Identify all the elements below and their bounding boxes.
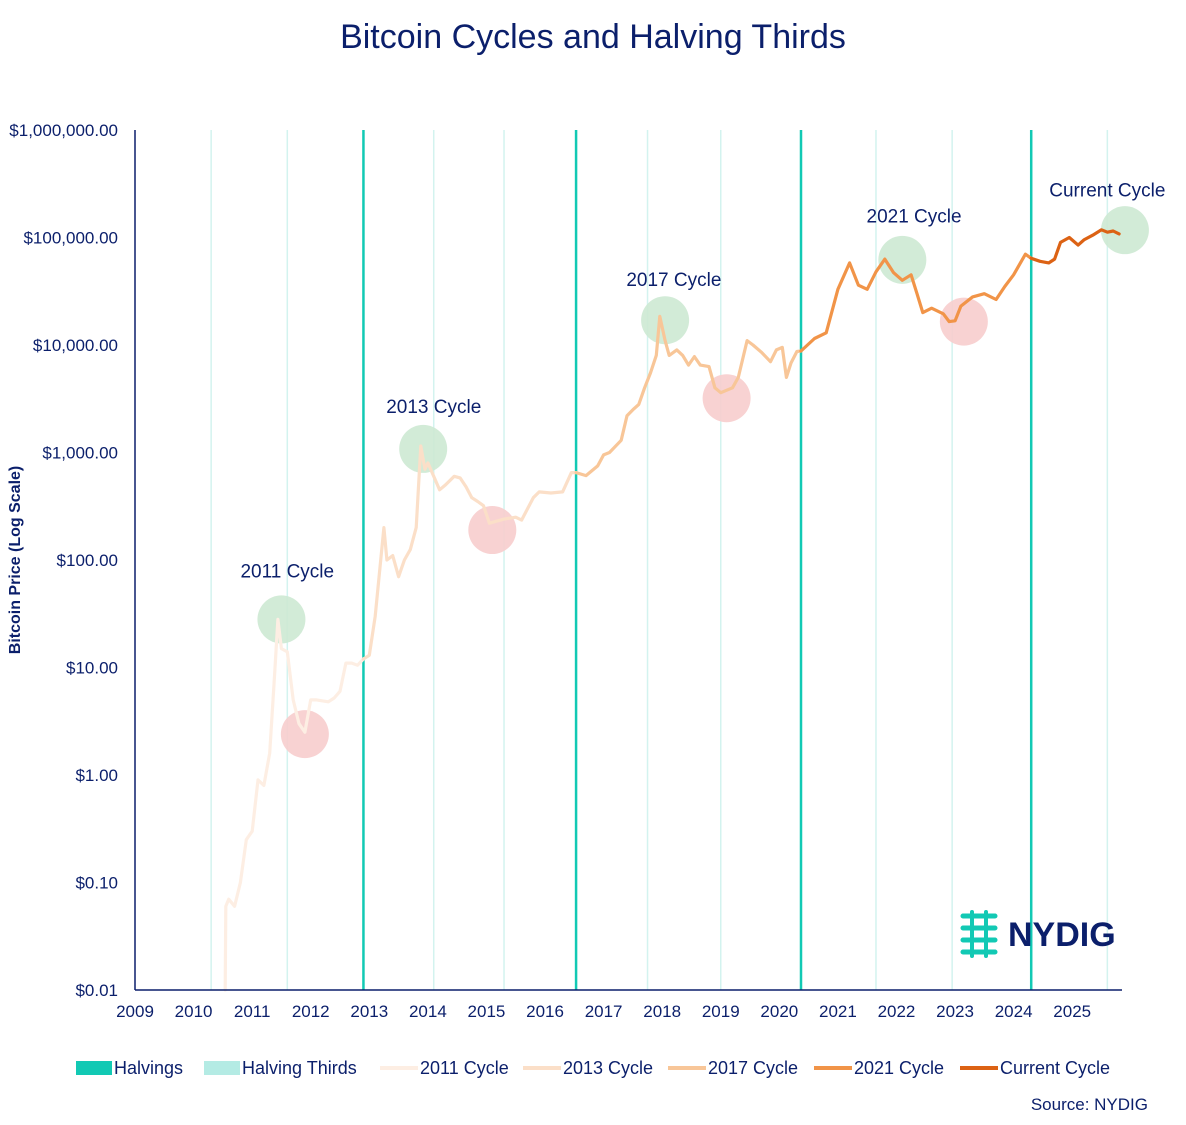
x-tick-label-6: 2015 (468, 1002, 506, 1021)
trough-circle-3 (468, 506, 517, 555)
legend-item-halvings: Halvings (76, 1058, 183, 1078)
peak-circle-6 (878, 235, 927, 284)
nydig-logo: NYDIG (960, 910, 1116, 958)
nydig-logo-mark-icon (960, 910, 998, 958)
series-line-2017-cycle (574, 314, 803, 478)
chart-title: Bitcoin Cycles and Halving Thirds (340, 18, 846, 56)
x-tick-label-12: 2021 (819, 1002, 857, 1021)
series-line-current-cycle (1029, 228, 1121, 265)
y-tick-label-5: $1,000.00 (42, 444, 118, 463)
y-tick-label-7: $100,000.00 (23, 229, 118, 248)
legend-label: 2013 Cycle (563, 1058, 653, 1078)
legend-label: Halving Thirds (242, 1058, 357, 1078)
legend-item-2021-cycle: 2021 Cycle (814, 1058, 944, 1078)
x-tick-label-11: 2020 (760, 1002, 798, 1021)
legend-swatch (76, 1061, 112, 1075)
trough-circle-1 (280, 710, 329, 759)
legend-item-2017-cycle: 2017 Cycle (668, 1058, 798, 1078)
y-tick-label-3: $10.00 (66, 659, 118, 678)
halving-lines (362, 130, 1033, 990)
y-tick-label-0: $0.01 (75, 981, 118, 1000)
series-line-2021-cycle (799, 252, 1033, 353)
x-tick-label-13: 2022 (878, 1002, 916, 1021)
y-tick-label-4: $100.00 (57, 551, 118, 570)
x-tick-label-7: 2016 (526, 1002, 564, 1021)
legend-swatch (204, 1061, 240, 1075)
x-tick-label-0: 2009 (116, 1002, 154, 1021)
cycle-annotation-4: Current Cycle (1049, 180, 1165, 201)
y-tick-label-8: $1,000,000.00 (9, 121, 118, 140)
legend-label: 2017 Cycle (708, 1058, 798, 1078)
price-series (223, 228, 1121, 992)
legend: Halvings Halving Thirds 2011 Cycle 2013 Cyc… (76, 1058, 1110, 1078)
x-tick-label-2: 2011 (234, 1002, 271, 1021)
cycle-annotation-1: 2013 Cycle (386, 397, 481, 418)
x-tick-label-9: 2018 (643, 1002, 681, 1021)
legend-label: 2011 Cycle (420, 1058, 509, 1078)
trough-circle-7 (939, 297, 988, 346)
peak-circle-2 (399, 424, 448, 473)
legend-label: Halvings (114, 1058, 183, 1078)
trough-circle-5 (702, 374, 751, 423)
x-tick-label-3: 2012 (292, 1002, 330, 1021)
y-axis-label: Bitcoin Price (Log Scale) (7, 466, 24, 654)
x-tick-labels: 2009 2010 2011 2012 2013 2014 2015 2016 2017 2018… (116, 1002, 1091, 1021)
y-tick-labels: $0.01 $0.10 $1.00 $10.00 $100.00 $1,000.00 $10… (9, 121, 118, 1000)
peak-circle-0 (257, 595, 306, 644)
x-tick-label-14: 2023 (936, 1002, 974, 1021)
source-note: Source: NYDIG (1031, 1095, 1148, 1114)
y-tick-label-2: $1.00 (75, 766, 118, 785)
cycle-annotation-0: 2011 Cycle (240, 561, 334, 582)
legend-item-current-cycle: Current Cycle (960, 1058, 1110, 1078)
peak-circle-8 (1100, 206, 1149, 255)
y-tick-label-6: $10,000.00 (33, 336, 118, 355)
x-tick-label-15: 2024 (995, 1002, 1033, 1021)
x-tick-label-10: 2019 (702, 1002, 740, 1021)
halving-thirds-lines (210, 130, 1109, 990)
cycle-annotations: 2011 Cycle 2013 Cycle 2017 Cycle 2021 Cycle… (240, 180, 1165, 582)
logo-text: NYDIG (1008, 916, 1116, 954)
legend-item-2011-cycle: 2011 Cycle (380, 1058, 509, 1078)
x-tick-label-4: 2013 (350, 1002, 388, 1021)
x-tick-label-1: 2010 (175, 1002, 213, 1021)
series-line-2013-cycle (361, 444, 578, 661)
cycle-annotation-3: 2021 Cycle (867, 207, 962, 228)
legend-label: 2021 Cycle (854, 1058, 944, 1078)
x-tick-label-5: 2014 (409, 1002, 447, 1021)
legend-label: Current Cycle (1000, 1058, 1110, 1078)
x-tick-label-8: 2017 (585, 1002, 623, 1021)
peak-circle-4 (641, 296, 690, 345)
series-line-2011-cycle (223, 617, 365, 992)
legend-item-halving-thirds: Halving Thirds (204, 1058, 357, 1078)
x-tick-label-16: 2025 (1053, 1002, 1091, 1021)
axes (134, 130, 1122, 991)
legend-item-2013-cycle: 2013 Cycle (523, 1058, 653, 1078)
cycle-annotation-2: 2017 Cycle (626, 270, 721, 291)
y-tick-label-1: $0.10 (75, 874, 118, 893)
